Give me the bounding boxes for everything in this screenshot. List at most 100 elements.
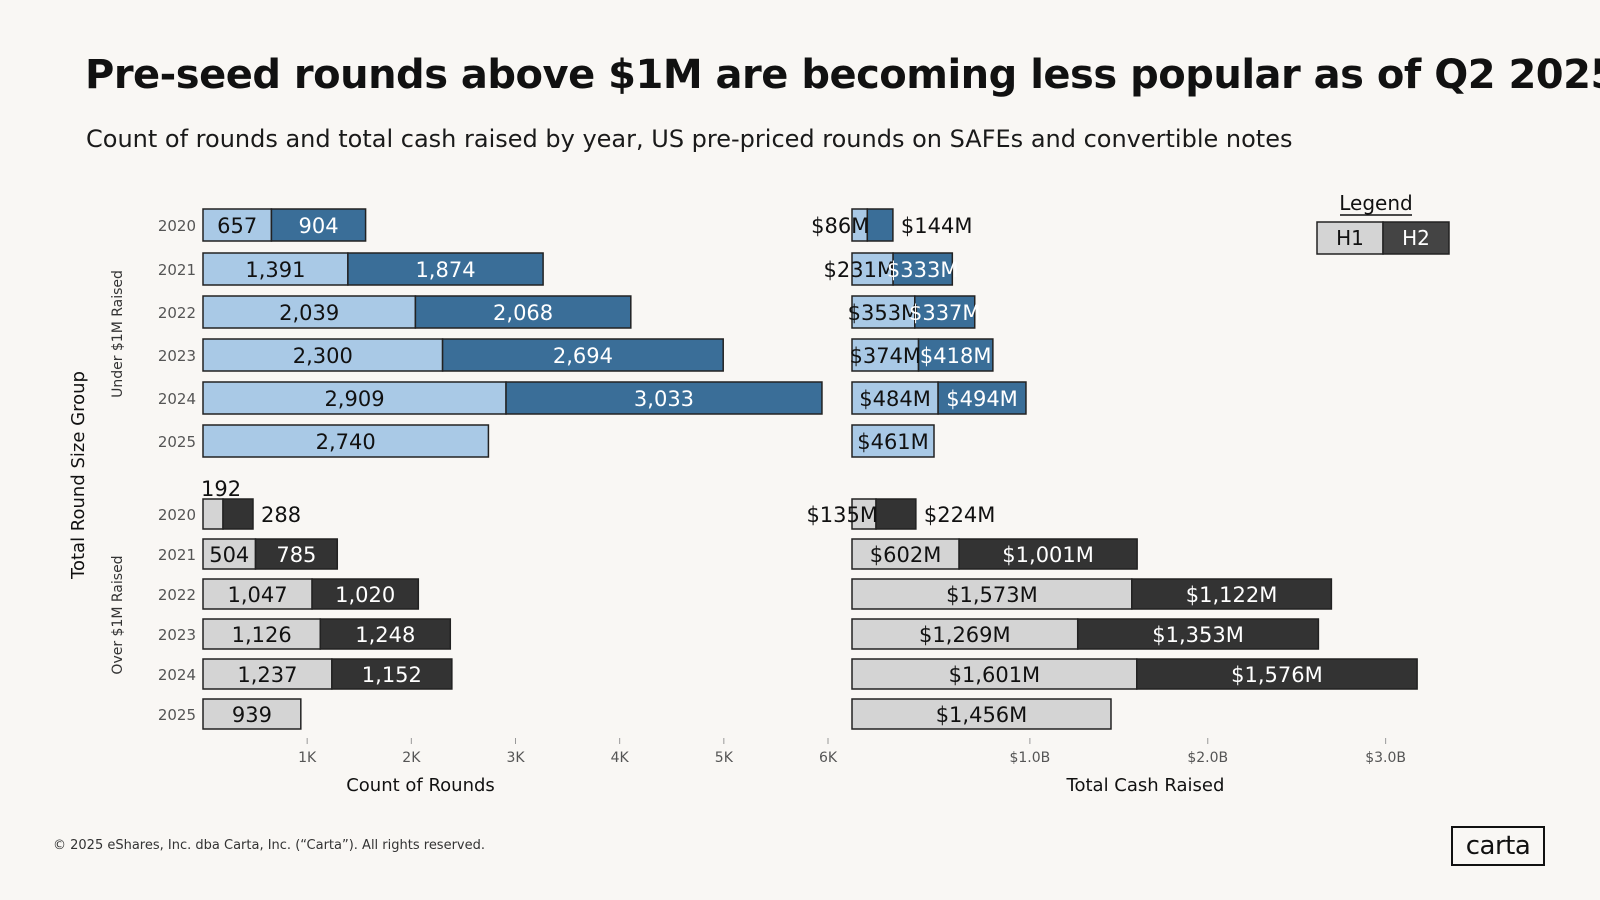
- bar-h1-count-over-2020: [202, 498, 224, 530]
- bar-h2-count-under-2023: [441, 338, 724, 372]
- bar-h2-count-over-2024: [331, 658, 453, 690]
- data-label-h2-cash-under-2020: $144M: [901, 214, 973, 238]
- data-label-h1-count-over-2023: 1,126: [232, 623, 292, 647]
- year-label-under-2021: 2021: [158, 261, 196, 279]
- data-label-h2-cash-over-2024: $1,576M: [1231, 663, 1323, 687]
- bar-h2-cash-over-2022: [1131, 578, 1333, 610]
- data-label-h1-count-under-2024: 2,909: [324, 387, 384, 411]
- data-label-h2-count-under-2020: 904: [298, 214, 338, 238]
- data-label-h1-count-under-2020: 657: [217, 214, 257, 238]
- data-label-h1-count-under-2022: 2,039: [279, 301, 339, 325]
- legend-label-h1: H1: [1336, 226, 1364, 250]
- data-label-h1-count-under-2025: 2,740: [316, 430, 376, 454]
- bar-h1-cash-under-2022: [851, 295, 916, 329]
- data-label-h1-cash-under-2022: $353M: [848, 301, 920, 325]
- bar-h2-cash-over-2023: [1076, 618, 1320, 650]
- year-label-over-2020: 2020: [158, 506, 196, 524]
- group-label-over-1m: Over $1M Raised: [110, 555, 126, 674]
- bar-h1-count-over-2025: [202, 698, 302, 730]
- year-label-over-2021: 2021: [158, 546, 196, 564]
- x-tick-label-count: 5K: [715, 750, 734, 766]
- bar-h2-count-over-2022: [311, 578, 420, 610]
- data-label-h2-cash-under-2021: $333M: [887, 258, 959, 282]
- data-label-h1-cash-under-2021: $231M: [824, 258, 896, 282]
- group-label-under-1m: Under $1M Raised: [110, 270, 126, 398]
- bar-h1-count-under-2021: [202, 252, 349, 286]
- data-label-h2-count-under-2021: 1,874: [415, 258, 475, 282]
- data-label-h2-cash-under-2022: $337M: [909, 301, 981, 325]
- bar-h1-count-over-2022: [202, 578, 313, 610]
- data-label-h1-count-over-2025: 939: [232, 703, 272, 727]
- bar-h1-cash-under-2025: [851, 424, 935, 458]
- bar-h2-cash-under-2020: [866, 208, 894, 242]
- bar-h1-cash-over-2020: [851, 498, 877, 530]
- data-label-h1-count-over-2021: 504: [209, 543, 249, 567]
- legend-label-h2: H2: [1402, 226, 1430, 250]
- bar-h2-count-under-2021: [347, 252, 544, 286]
- data-label-h1-cash-over-2023: $1,269M: [919, 623, 1011, 647]
- bar-h2-cash-over-2024: [1136, 658, 1418, 690]
- data-label-h2-count-over-2020: 288: [261, 503, 301, 527]
- bar-h2-cash-over-2020: [875, 498, 917, 530]
- data-label-h2-cash-over-2022: $1,122M: [1186, 583, 1278, 607]
- legend-swatch-h1: [1316, 221, 1384, 255]
- bar-h1-cash-under-2023: [851, 338, 920, 372]
- x-tick-label-cash: $2.0B: [1187, 750, 1228, 766]
- bar-h1-count-under-2022: [202, 295, 417, 329]
- data-label-h1-cash-over-2024: $1,601M: [949, 663, 1041, 687]
- x-tick-label-count: 4K: [611, 750, 630, 766]
- data-label-h1-cash-over-2020: $135M: [806, 503, 878, 527]
- data-label-h2-cash-over-2023: $1,353M: [1152, 623, 1244, 647]
- data-label-h2-cash-under-2023: $418M: [920, 344, 992, 368]
- bar-h1-cash-over-2023: [851, 618, 1079, 650]
- bar-h1-count-over-2024: [202, 658, 333, 690]
- data-label-h1-cash-under-2025: $461M: [857, 430, 929, 454]
- data-label-h2-count-over-2023: 1,248: [355, 623, 415, 647]
- year-label-over-2022: 2022: [158, 586, 196, 604]
- data-label-h2-count-over-2022: 1,020: [335, 583, 395, 607]
- data-label-h2-cash-under-2024: $494M: [946, 387, 1018, 411]
- x-axis-title-cash: Total Cash Raised: [1066, 775, 1225, 796]
- legend-swatch-h2: [1382, 221, 1450, 255]
- x-axis-title-count: Count of Rounds: [346, 775, 495, 796]
- bar-h1-count-under-2024: [202, 381, 507, 415]
- data-label-h2-count-over-2021: 785: [276, 543, 316, 567]
- bar-h1-cash-under-2024: [851, 381, 939, 415]
- year-label-under-2023: 2023: [158, 347, 196, 365]
- year-label-under-2025: 2025: [158, 433, 196, 451]
- data-label-h1-cash-under-2023: $374M: [849, 344, 921, 368]
- data-label-h1-count-over-2022: 1,047: [227, 583, 287, 607]
- bar-h2-cash-under-2022: [914, 295, 976, 329]
- carta-logo: carta: [1451, 826, 1545, 866]
- data-label-h2-count-under-2024: 3,033: [634, 387, 694, 411]
- bar-h1-count-under-2023: [202, 338, 444, 372]
- bar-h1-cash-over-2025: [851, 698, 1112, 730]
- bar-h2-cash-under-2021: [892, 252, 954, 286]
- data-label-h2-count-under-2023: 2,694: [553, 344, 613, 368]
- bar-h2-count-over-2020: [222, 498, 254, 530]
- bar-h2-cash-under-2024: [937, 381, 1027, 415]
- x-tick-label-count: 2K: [402, 750, 421, 766]
- x-tick-label-count: 6K: [819, 750, 838, 766]
- x-tick-label-cash: $1.0B: [1009, 750, 1050, 766]
- year-label-over-2025: 2025: [158, 706, 196, 724]
- data-label-h2-cash-over-2021: $1,001M: [1002, 543, 1094, 567]
- data-label-h1-count-over-2020: 192: [201, 477, 241, 501]
- data-label-h1-cash-under-2020: $86M: [811, 214, 869, 238]
- data-label-h1-cash-under-2024: $484M: [859, 387, 931, 411]
- data-label-h1-cash-over-2025: $1,456M: [936, 703, 1028, 727]
- data-label-h2-cash-over-2020: $224M: [924, 503, 996, 527]
- data-label-h2-count-under-2022: 2,068: [493, 301, 553, 325]
- data-label-h1-count-under-2021: 1,391: [245, 258, 305, 282]
- x-tick-label-count: 1K: [298, 750, 317, 766]
- bar-h1-cash-over-2024: [851, 658, 1138, 690]
- bar-h1-count-under-2020: [202, 208, 273, 242]
- data-label-h1-count-over-2024: 1,237: [237, 663, 297, 687]
- data-label-h1-cash-over-2021: $602M: [870, 543, 942, 567]
- bar-h2-count-over-2023: [319, 618, 452, 650]
- x-tick-label-cash: $3.0B: [1365, 750, 1406, 766]
- copyright-footer: © 2025 eShares, Inc. dba Carta, Inc. (“C…: [53, 838, 486, 853]
- chart-subtitle: Count of rounds and total cash raised by…: [86, 125, 1293, 153]
- year-label-over-2024: 2024: [158, 666, 196, 684]
